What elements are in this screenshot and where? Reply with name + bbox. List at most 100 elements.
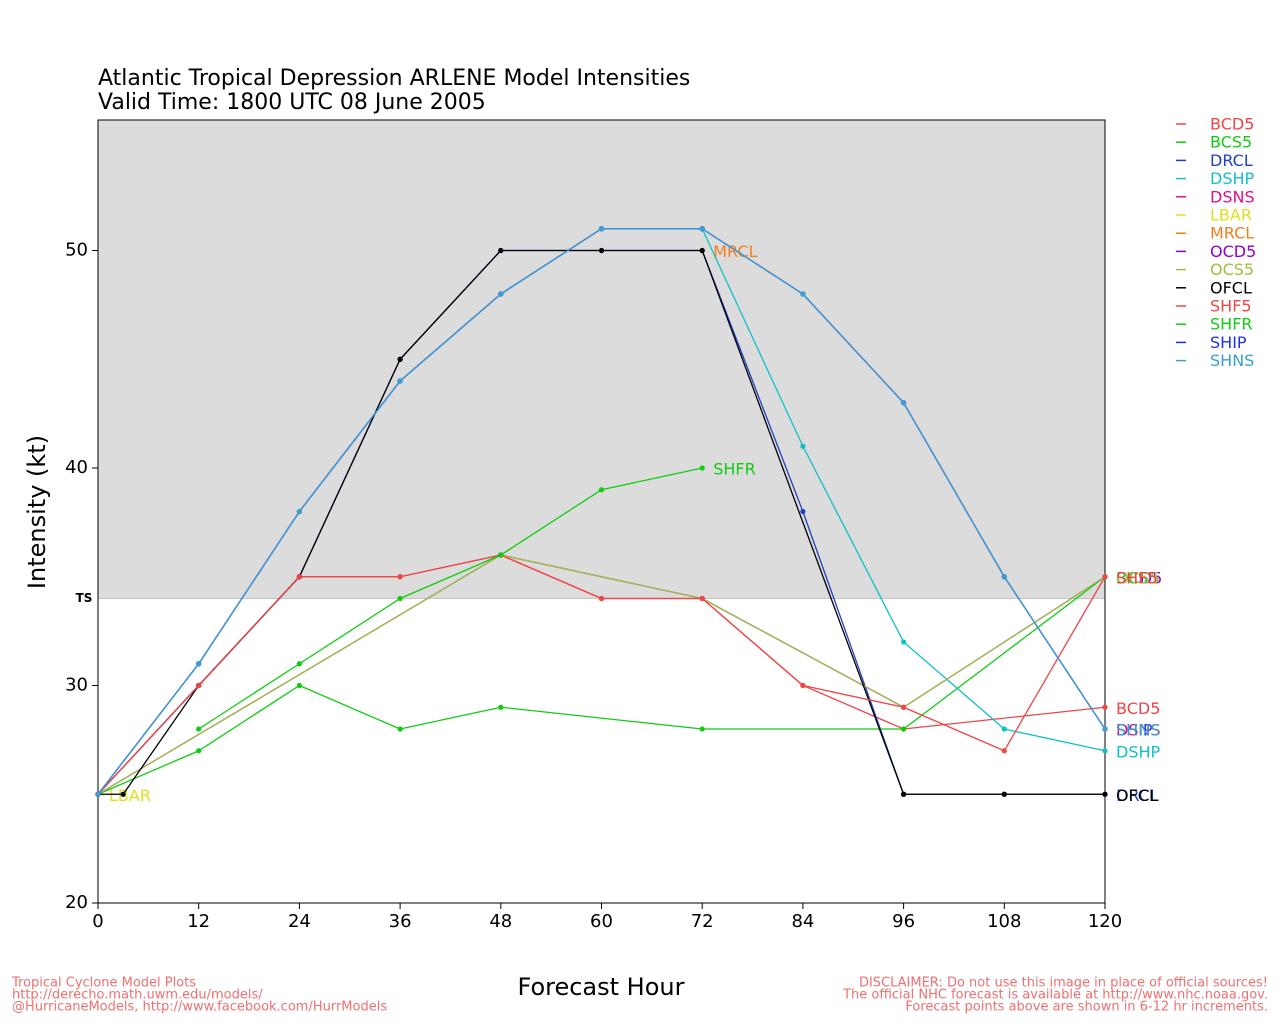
data-point [296,682,302,689]
y-tick-label: 40 [65,457,88,478]
legend-label: DSNS [1210,187,1255,206]
legend-label: BCD5 [1210,115,1254,134]
data-point [397,726,403,732]
data-point [1001,748,1007,754]
series-end-label: LBAR [109,786,151,805]
data-point [397,595,403,602]
x-tick-label: 12 [187,911,210,932]
x-tick-label: 96 [892,911,915,932]
series-end-label: SHIP [1116,721,1153,740]
legend-label: LBAR [1210,206,1252,225]
x-tick-label: 36 [389,911,412,932]
data-point [296,574,302,580]
data-point [699,595,705,602]
data-point [598,247,605,254]
y-tick-label: 50 [65,240,88,261]
data-point [800,682,806,689]
data-point [498,552,504,558]
series-line [198,467,703,730]
data-point [1102,704,1108,710]
legend-label: OCD5 [1210,242,1256,261]
legend-label: OCS5 [1210,260,1254,279]
data-point [699,247,705,254]
legend-label: SHFR [1210,315,1253,334]
data-point [498,704,504,710]
x-tick-label: 0 [92,911,103,932]
y-tick-label: 20 [65,892,88,913]
footer-right: Forecast points above are shown in 6-12 … [905,1000,1268,1015]
data-point [1001,791,1007,797]
threshold-label: TS [76,591,93,605]
series-end-label: OFCL [1116,786,1158,805]
data-point [1102,726,1108,732]
x-tick-label: 120 [1088,911,1122,932]
data-point [1102,574,1108,580]
series-end-label: DRCL [1116,786,1159,805]
data-point [196,682,202,689]
data-point [598,487,605,493]
data-point [1001,726,1007,732]
data-point [800,443,806,449]
data-point [901,639,907,645]
data-point [196,748,202,754]
series-end-label: SHNS [1116,721,1160,740]
data-point [699,726,705,732]
series-end-label: BCD5 [1116,699,1160,718]
data-point [196,726,202,732]
data-point [699,226,705,232]
x-axis-label: Forecast Hour [518,973,685,1001]
data-point [598,595,605,602]
legend-label: OFCL [1210,278,1252,297]
legend-label: SHNS [1210,351,1254,370]
series-line [97,576,1106,795]
data-point [800,508,806,515]
y-tick-label: 30 [65,675,88,696]
data-point [901,704,907,710]
data-point [296,661,302,667]
series-end-label: OCS5 [1116,568,1160,587]
y-axis-label: Intensity (kt) [23,435,51,589]
threshold-shade [98,120,1105,599]
data-point [699,465,705,471]
data-point [1102,748,1108,754]
data-point [598,226,605,232]
legend-label: DRCL [1210,151,1253,170]
chart-title: Atlantic Tropical Depression ARLENE Mode… [98,66,690,91]
x-tick-label: 84 [791,911,814,932]
data-point [397,574,403,580]
series-end-label: SHF5 [1116,568,1158,587]
data-point [901,400,907,406]
x-tick-label: 72 [691,911,714,932]
series-end-label: DSHP [1116,742,1161,761]
series-end-label: BCS5 [1116,568,1158,587]
chart-subtitle: Valid Time: 1800 UTC 08 June 2005 [98,90,486,115]
footer-right: DISCLAIMER: Do not use this image in pla… [859,976,1268,991]
footer-left: http://derecho.math.uwm.edu/models/ [12,988,263,1003]
data-point [800,291,806,297]
data-point [1102,791,1108,797]
legend-label: DSHP [1210,169,1255,188]
x-tick-label: 108 [987,911,1021,932]
series-end-label: SHFR [713,460,756,479]
legend-label: SHF5 [1210,297,1252,316]
x-tick-label: 48 [489,911,512,932]
footer-left: @HurricaneModels, http://www.facebook.co… [12,1000,387,1015]
series-end-label: MRCL [713,242,757,261]
series-end-label: OCD5 [1116,568,1162,587]
footer-right: The official NHC forecast is available a… [842,988,1268,1003]
data-point [901,791,907,797]
data-point [120,791,126,797]
data-point [397,356,403,362]
data-point [397,378,403,384]
data-point [196,661,202,667]
data-point [498,291,504,297]
footer-left: Tropical Cyclone Model Plots [11,976,196,991]
x-tick-label: 60 [590,911,613,932]
data-point [498,247,504,254]
data-point [296,508,302,515]
legend-label: SHIP [1210,333,1247,352]
background [98,120,1105,599]
data-point [1001,574,1007,580]
data-point [95,791,101,797]
